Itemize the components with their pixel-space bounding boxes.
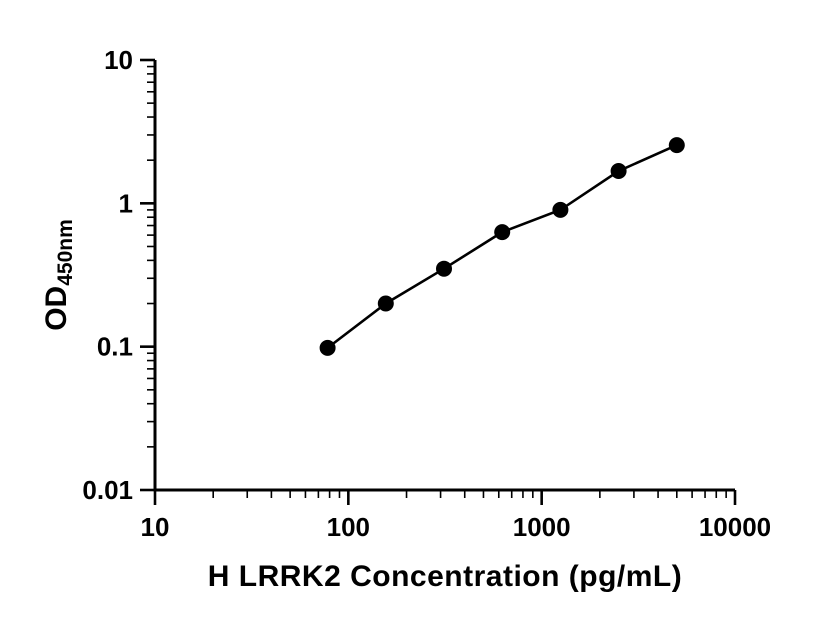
data-point-marker: [319, 339, 336, 356]
y-tick-label: 0.1: [97, 332, 133, 362]
data-point-marker: [610, 163, 627, 179]
data-point-marker: [377, 295, 394, 312]
y-axis-title-text: OD: [40, 285, 73, 331]
data-point-marker: [668, 137, 685, 154]
x-tick-label: 10000: [699, 512, 771, 542]
x-tick-label: 10: [141, 512, 170, 542]
x-tick-label: 1000: [513, 512, 571, 542]
y-tick-label: 0.01: [82, 475, 133, 505]
y-tick-label: 1: [119, 188, 133, 218]
y-axis-title-subscript: 450nm: [54, 219, 77, 286]
y-tick-label: 10: [104, 45, 133, 75]
data-point-marker: [436, 260, 452, 277]
data-point-marker: [494, 224, 511, 241]
data-point-marker: [552, 201, 569, 218]
x-axis-title: H LRRK2 Concentration (pg/mL): [207, 560, 683, 593]
y-axis-title: OD450nm: [40, 219, 77, 331]
x-tick-label: 100: [327, 512, 370, 542]
